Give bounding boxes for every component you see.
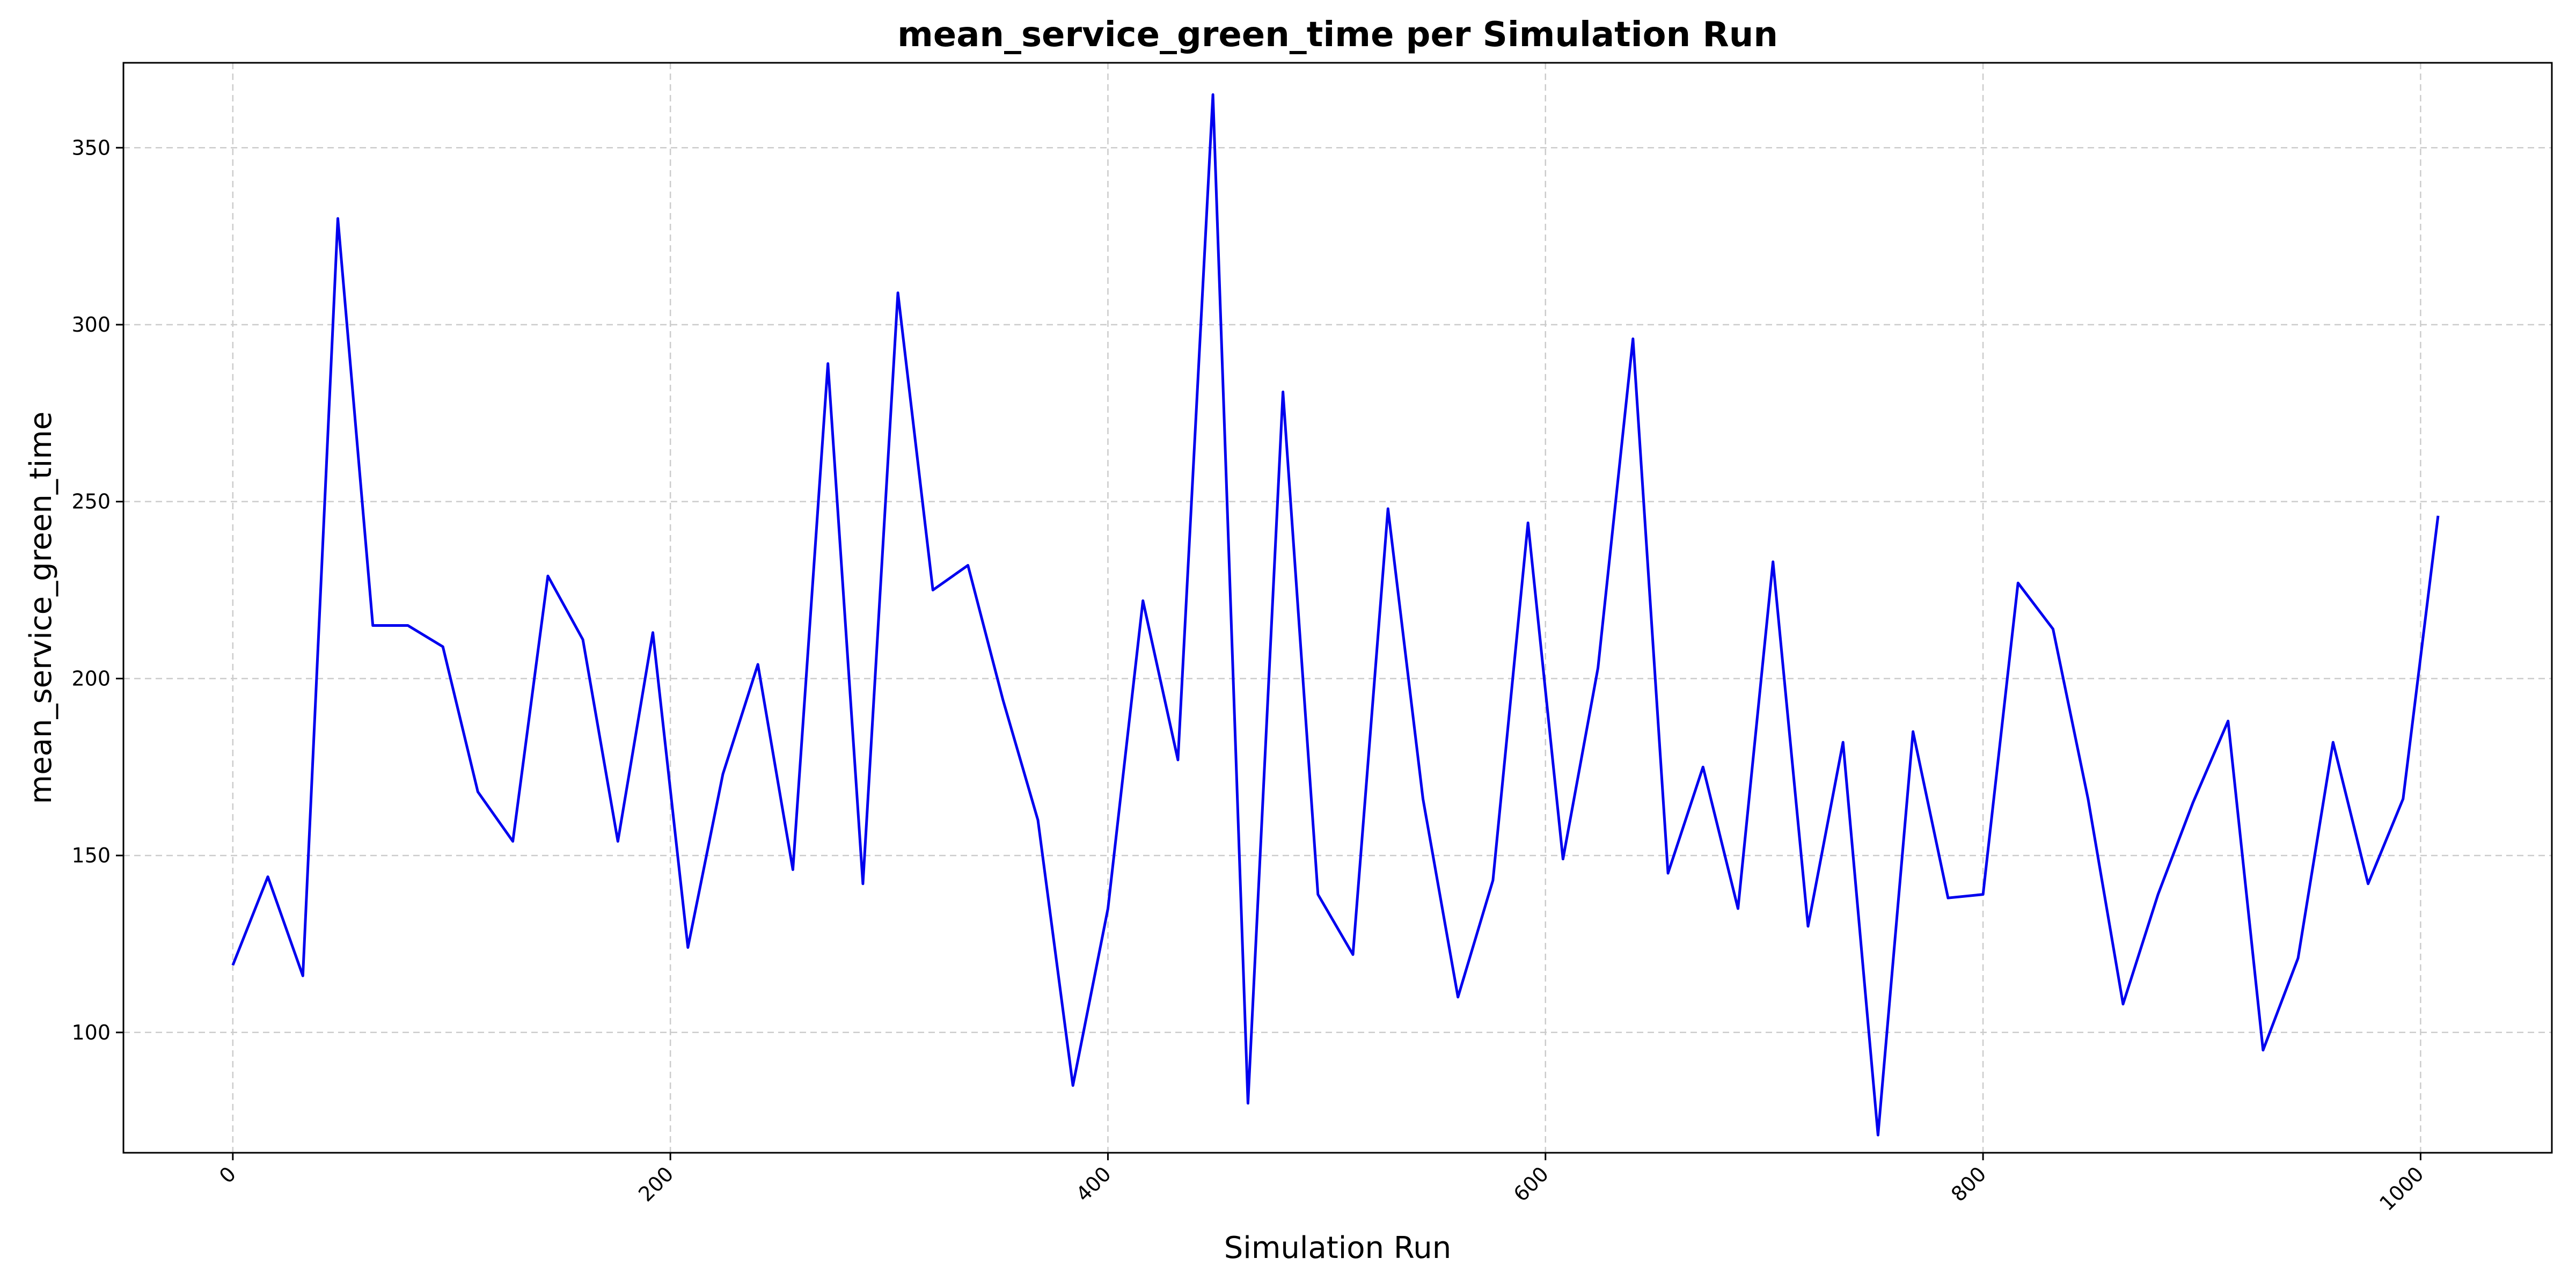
chart-title: mean_service_green_time per Simulation R… — [897, 15, 1778, 55]
x-axis-label: Simulation Run — [1224, 1231, 1451, 1265]
y-tick-label: 350 — [71, 136, 111, 159]
plot-frame — [122, 62, 2553, 1154]
series-layer — [231, 93, 2440, 1137]
series-line — [231, 93, 2440, 1137]
y-tick-label: 200 — [71, 667, 111, 690]
y-tick-label: 250 — [71, 490, 111, 514]
y-tick-label: 300 — [71, 313, 111, 336]
y-axis-label: mean_service_green_time — [24, 412, 58, 804]
y-tick-label: 100 — [71, 1021, 111, 1044]
grid — [123, 63, 2552, 1153]
y-tick-label: 150 — [71, 844, 111, 867]
